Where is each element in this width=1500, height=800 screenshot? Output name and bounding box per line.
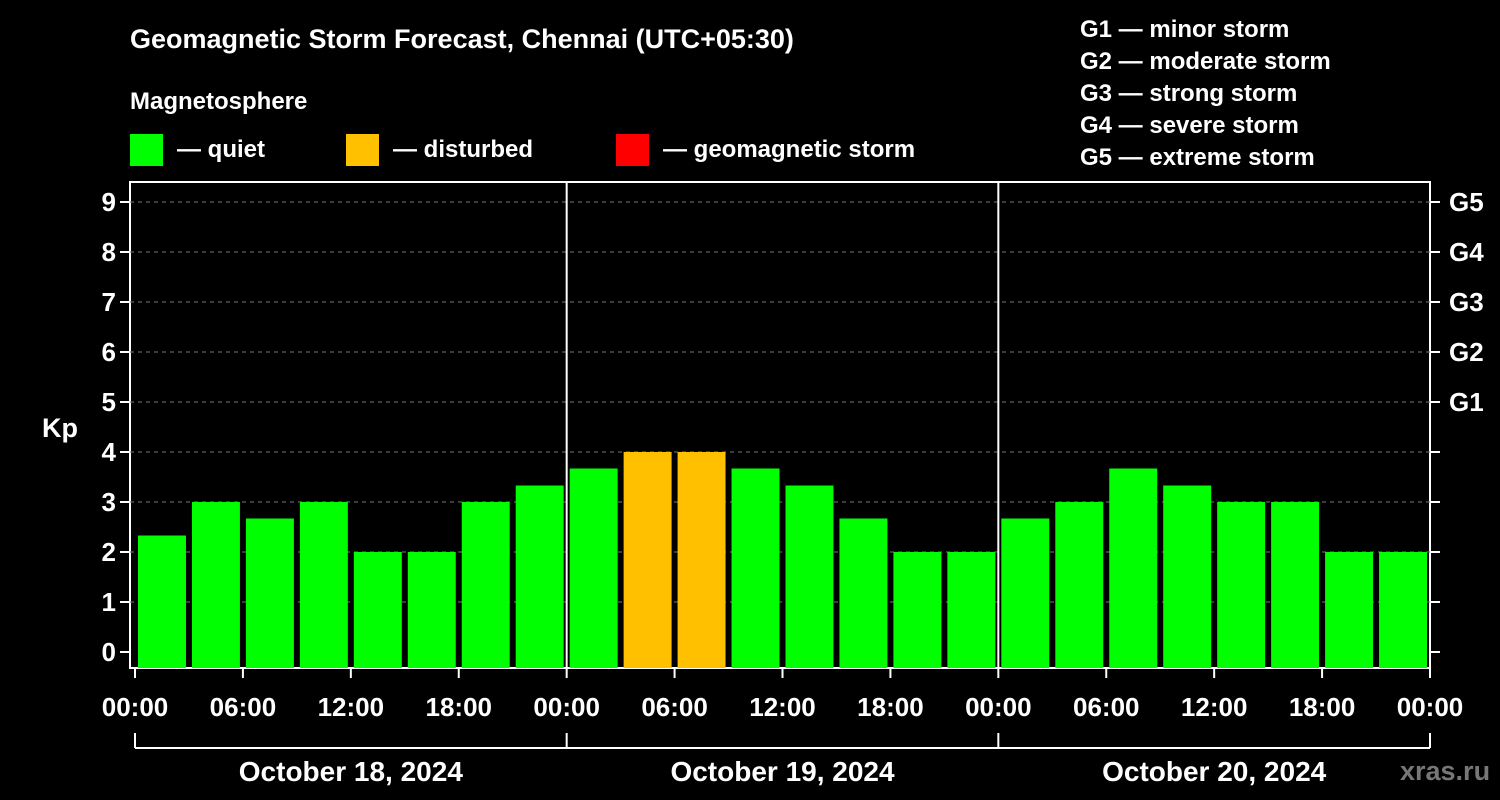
chart-title: Geomagnetic Storm Forecast, Chennai (UTC…	[130, 24, 794, 54]
g-tick-label: G1	[1449, 387, 1484, 417]
x-tick-label: 00:00	[1397, 692, 1464, 722]
g-scale-g4: G4 — severe storm	[1080, 112, 1299, 139]
x-tick-label: 18:00	[426, 692, 493, 722]
legend-swatch-storm	[616, 134, 649, 166]
kp-bar	[1217, 502, 1266, 668]
x-tick-label: 06:00	[210, 692, 277, 722]
g-scale-g1: G1 — minor storm	[1080, 16, 1289, 43]
g-scale-g3: G3 — strong storm	[1080, 80, 1297, 107]
y-axis-label: Kp	[42, 413, 78, 443]
kp-bar	[138, 535, 186, 668]
day-label: October 18, 2024	[239, 756, 464, 787]
legend-heading: Magnetosphere	[130, 88, 307, 115]
x-tick-label: 12:00	[1181, 692, 1248, 722]
y-tick-label: 8	[102, 237, 116, 267]
kp-bar	[299, 502, 348, 668]
kp-bar	[191, 502, 240, 668]
legend-swatch-disturbed	[346, 134, 379, 166]
day-label: October 20, 2024	[1102, 756, 1327, 787]
day-label: October 19, 2024	[670, 756, 895, 787]
y-tick-label: 4	[102, 437, 117, 467]
g-tick-label: G4	[1449, 237, 1484, 267]
kp-bar	[461, 502, 510, 668]
y-tick-label: 7	[102, 287, 116, 317]
g-tick-label: G2	[1449, 337, 1484, 367]
x-tick-label: 18:00	[1289, 692, 1356, 722]
plot-area: 0 1 2 3 4 5 6 7 8 9 G1 G2 G3 G4 G5 00:00 06:00 12:00 18:00…	[102, 181, 1484, 787]
kp-bar	[1271, 502, 1320, 668]
y-tick-label: 5	[102, 387, 116, 417]
kp-bar	[407, 552, 456, 668]
kp-bar	[839, 518, 888, 668]
kp-bar	[785, 485, 834, 668]
kp-bar	[1379, 552, 1427, 668]
g-tick-label: G5	[1449, 187, 1484, 217]
x-tick-label: 00:00	[965, 692, 1032, 722]
kp-bar	[731, 468, 780, 668]
kp-bar	[1109, 468, 1158, 668]
x-tick-label: 00:00	[102, 692, 169, 722]
legend-label-quiet: — quiet	[177, 136, 265, 163]
kp-bar	[1001, 518, 1050, 668]
kp-bar	[677, 452, 726, 668]
kp-bar	[245, 518, 294, 668]
legend-label-storm: — geomagnetic storm	[663, 136, 915, 163]
kp-bar	[353, 552, 402, 668]
x-tick-label: 06:00	[641, 692, 708, 722]
x-tick-label: 06:00	[1073, 692, 1140, 722]
x-tick-label: 12:00	[749, 692, 816, 722]
x-tick-label: 00:00	[533, 692, 600, 722]
y-tick-label: 0	[102, 637, 116, 667]
kp-bar	[1055, 502, 1104, 668]
g-scale-g5: G5 — extreme storm	[1080, 144, 1315, 171]
watermark: xras.ru	[1400, 756, 1490, 786]
kp-bar	[569, 468, 618, 668]
plot-frame	[129, 181, 1431, 669]
x-tick-label: 12:00	[318, 692, 385, 722]
y-tick-label: 9	[102, 187, 116, 217]
kp-bar	[947, 552, 996, 668]
kp-bar	[623, 452, 672, 668]
g-scale-g2: G2 — moderate storm	[1080, 48, 1331, 75]
g-tick-label: G3	[1449, 287, 1484, 317]
y-tick-label: 6	[102, 337, 116, 367]
kp-bar	[515, 485, 564, 668]
kp-bar	[1325, 552, 1374, 668]
y-tick-label: 2	[102, 537, 116, 567]
kp-bar	[1163, 485, 1212, 668]
y-tick-label: 1	[102, 587, 116, 617]
legend-label-disturbed: — disturbed	[393, 136, 533, 163]
kp-bar	[893, 552, 942, 668]
legend-swatch-quiet	[130, 134, 163, 166]
x-tick-label: 18:00	[857, 692, 924, 722]
y-tick-label: 3	[102, 487, 116, 517]
